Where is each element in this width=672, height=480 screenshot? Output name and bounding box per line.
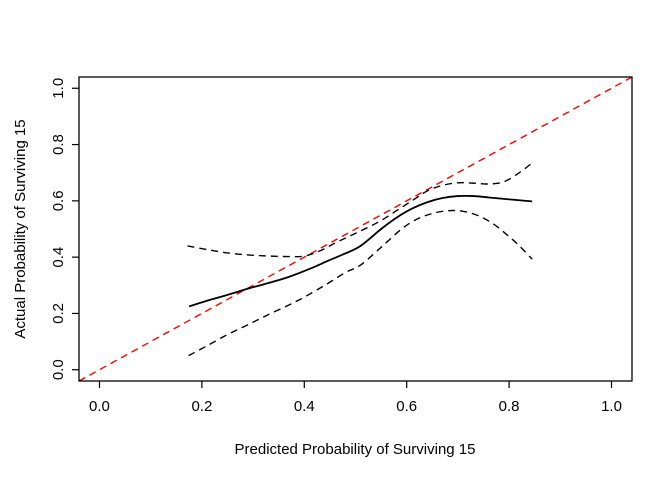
plot-box (78, 76, 633, 382)
x-tick-label: 0.4 (294, 398, 315, 415)
x-tick-label: 0.6 (396, 398, 417, 415)
upper-confidence-band-line (187, 162, 533, 258)
x-tick-label: 0.0 (89, 398, 110, 415)
x-tick-label: 0.2 (191, 398, 212, 415)
plot-series-layer (78, 76, 633, 382)
x-tick-label: 0.8 (499, 398, 520, 415)
y-tick-label: 0.0 (50, 359, 67, 380)
y-tick-label: 0.8 (50, 134, 67, 155)
x-tick-label: 1.0 (601, 398, 622, 415)
x-axis-title: Predicted Probability of Surviving 15 (235, 441, 476, 458)
y-tick-label: 0.4 (50, 247, 67, 268)
y-axis-title: Actual Probability of Surviving 15 (12, 119, 29, 338)
calibration-curve-line (188, 194, 533, 308)
lower-confidence-band-line (188, 209, 533, 357)
plot-axes-layer: 0.0 0.2 0.4 0.6 0.8 1.0 0.0 0.2 0.4 0.6 0.8 1.0 (50, 76, 633, 415)
y-tick-label: 0.2 (50, 303, 67, 324)
ideal-diagonal-line (78, 76, 633, 382)
y-tick-label: 0.6 (50, 190, 67, 211)
y-tick-label: 1.0 (50, 78, 67, 99)
